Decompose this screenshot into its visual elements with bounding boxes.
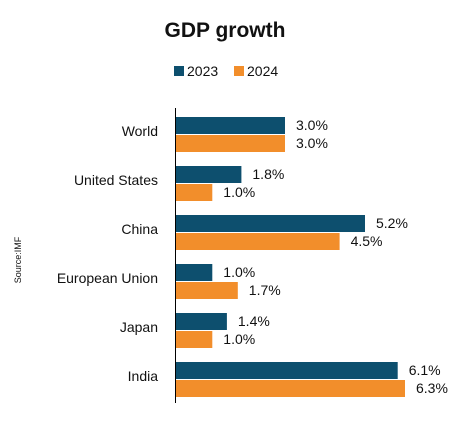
value-label-japan-2023: 1.4% [238, 313, 270, 329]
bar-european-union-2023 [176, 264, 213, 281]
bar-united-states-2023 [176, 166, 242, 183]
bar-world-2023 [176, 117, 285, 134]
value-label-china-2024: 4.5% [351, 233, 383, 249]
legend-swatch-2024 [234, 66, 244, 76]
value-label-india-2024: 6.3% [416, 380, 448, 396]
value-label-china-2023: 5.2% [376, 215, 408, 231]
category-label-world: World [122, 123, 158, 139]
legend: 2023 2024 [174, 63, 278, 79]
value-label-japan-2024: 1.0% [223, 331, 255, 347]
category-label-india: India [128, 368, 159, 384]
bar-india-2023 [176, 362, 398, 379]
legend-label-2023: 2023 [187, 63, 218, 79]
bar-japan-2024 [176, 331, 213, 348]
bar-united-states-2024 [176, 184, 213, 201]
chart-title: GDP growth [165, 19, 286, 42]
bar-world-2024 [176, 135, 285, 152]
category-label-china: China [121, 221, 158, 237]
source-note: Source:IMF [13, 236, 23, 283]
value-label-world-2023: 3.0% [296, 117, 328, 133]
bar-china-2023 [176, 215, 365, 232]
category-label-european-union: European Union [57, 270, 158, 286]
value-label-united-states-2023: 1.8% [252, 166, 284, 182]
legend-label-2024: 2024 [247, 63, 278, 79]
category-label-united-states: United States [74, 172, 158, 188]
value-label-united-states-2024: 1.0% [223, 184, 255, 200]
bar-china-2024 [176, 233, 340, 250]
value-label-european-union-2024: 1.7% [249, 282, 281, 298]
bar-japan-2023 [176, 313, 227, 330]
value-label-india-2023: 6.1% [409, 362, 441, 378]
bar-european-union-2024 [176, 282, 238, 299]
legend-swatch-2023 [174, 66, 184, 76]
plot-area: World 3.0% 3.0% United States 1.8% 1.0% China 5… [57, 117, 448, 397]
value-label-world-2024: 3.0% [296, 135, 328, 151]
category-label-japan: Japan [120, 319, 158, 335]
bar-india-2024 [176, 380, 405, 397]
value-label-european-union-2023: 1.0% [223, 264, 255, 280]
